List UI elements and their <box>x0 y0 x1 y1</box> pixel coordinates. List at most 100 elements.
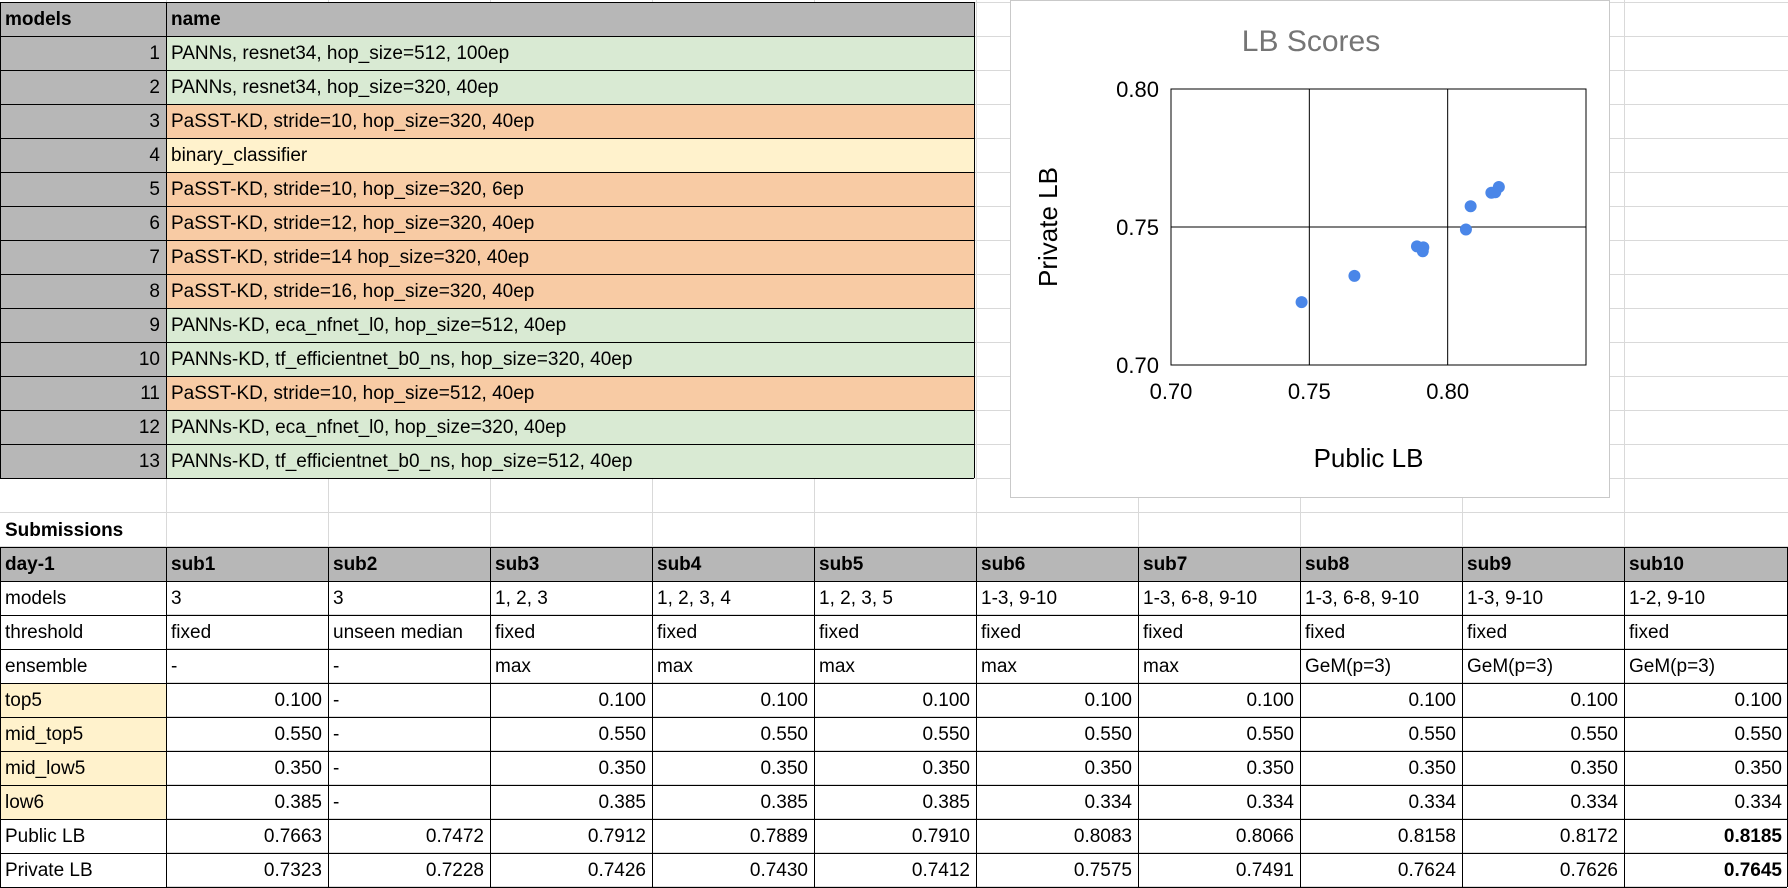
value-cell[interactable]: 0.385 <box>598 791 646 813</box>
value-cell[interactable]: 0.550 <box>1734 723 1782 745</box>
model-id-cell[interactable]: 12 <box>0 410 166 444</box>
value-cell[interactable]: 0.334 <box>1734 791 1782 813</box>
model-name-cell[interactable]: PANNs, resnet34, hop_size=320, 40ep <box>166 70 974 104</box>
model-name-cell[interactable]: PaSST-KD, stride=16, hop_size=320, 40ep <box>166 274 974 308</box>
value-cell[interactable]: 0.350 <box>274 757 322 779</box>
value-cell[interactable]: 0.7426 <box>587 859 646 881</box>
value-cell[interactable]: 3 <box>171 587 182 609</box>
row-label-cell[interactable]: low6 <box>0 785 166 819</box>
value-cell[interactable]: 0.334 <box>1246 791 1294 813</box>
model-name-cell[interactable]: PaSST-KD, stride=10, hop_size=320, 6ep <box>166 172 974 206</box>
value-cell[interactable]: 0.100 <box>1570 689 1618 711</box>
value-cell[interactable]: max <box>819 655 855 677</box>
value-cell[interactable]: fixed <box>657 621 698 643</box>
row-label-cell[interactable]: models <box>0 581 166 615</box>
value-cell[interactable]: 0.7228 <box>425 859 484 881</box>
value-cell[interactable]: max <box>981 655 1017 677</box>
value-cell[interactable]: 0.550 <box>760 723 808 745</box>
model-id-cell[interactable]: 10 <box>0 342 166 376</box>
row-label-cell[interactable]: ensemble <box>0 649 166 683</box>
sub-header-cell[interactable]: sub6 <box>976 547 1138 581</box>
value-cell[interactable]: 0.7430 <box>749 859 808 881</box>
model-id-cell[interactable]: 7 <box>0 240 166 274</box>
value-cell[interactable]: 0.350 <box>922 757 970 779</box>
value-cell[interactable]: 0.7491 <box>1235 859 1294 881</box>
value-cell[interactable]: fixed <box>819 621 860 643</box>
row-label-cell[interactable]: mid_top5 <box>0 717 166 751</box>
value-cell[interactable]: 0.7472 <box>425 825 484 847</box>
row-label-cell[interactable]: top5 <box>0 683 166 717</box>
value-cell[interactable]: - <box>333 655 340 677</box>
value-cell[interactable]: 1, 2, 3 <box>495 587 548 609</box>
value-cell[interactable]: fixed <box>495 621 536 643</box>
value-cell[interactable]: 0.550 <box>1246 723 1294 745</box>
sub-header-cell[interactable]: sub5 <box>814 547 976 581</box>
value-cell[interactable]: GeM(p=3) <box>1305 655 1392 677</box>
sub-header-cell[interactable]: sub7 <box>1138 547 1300 581</box>
row-label-cell[interactable]: mid_low5 <box>0 751 166 785</box>
models-header-cell[interactable]: models <box>0 2 166 36</box>
sub-header-cell[interactable]: sub2 <box>328 547 490 581</box>
value-cell[interactable]: 0.385 <box>760 791 808 813</box>
value-cell[interactable]: 1-2, 9-10 <box>1629 587 1706 609</box>
value-cell[interactable]: fixed <box>1305 621 1346 643</box>
sub-header-cell[interactable]: sub4 <box>652 547 814 581</box>
row-label-cell[interactable]: Private LB <box>0 853 166 887</box>
name-header-cell[interactable]: name <box>166 2 974 36</box>
model-id-cell[interactable]: 4 <box>0 138 166 172</box>
value-cell[interactable]: 0.7323 <box>263 859 322 881</box>
model-name-cell[interactable]: PaSST-KD, stride=14 hop_size=320, 40ep <box>166 240 974 274</box>
value-cell[interactable]: 0.100 <box>922 689 970 711</box>
value-cell[interactable]: 1-3, 9-10 <box>1467 587 1544 609</box>
model-name-cell[interactable]: PANNs-KD, eca_nfnet_l0, hop_size=320, 40… <box>166 410 974 444</box>
value-cell[interactable]: 3 <box>333 587 344 609</box>
value-cell[interactable]: 0.8066 <box>1235 825 1294 847</box>
value-cell[interactable]: 0.350 <box>1246 757 1294 779</box>
model-id-cell[interactable]: 9 <box>0 308 166 342</box>
value-cell[interactable]: 0.8158 <box>1397 825 1456 847</box>
value-cell[interactable]: 0.8172 <box>1559 825 1618 847</box>
value-cell[interactable]: 0.385 <box>922 791 970 813</box>
value-cell[interactable]: unseen median <box>333 621 463 643</box>
value-cell[interactable]: 0.385 <box>274 791 322 813</box>
value-cell[interactable]: - <box>333 791 340 813</box>
value-cell[interactable]: 0.350 <box>1734 757 1782 779</box>
value-cell[interactable]: 0.100 <box>760 689 808 711</box>
model-id-cell[interactable]: 8 <box>0 274 166 308</box>
lb-scores-chart[interactable]: LB Scores 0.70 0.75 0.80 0.70 0.75 0.80 Public … <box>1010 0 1610 498</box>
day-header-cell[interactable]: day-1 <box>0 547 166 581</box>
value-cell[interactable]: 0.550 <box>598 723 646 745</box>
value-cell[interactable]: 0.100 <box>598 689 646 711</box>
model-id-cell[interactable]: 11 <box>0 376 166 410</box>
model-id-cell[interactable]: 5 <box>0 172 166 206</box>
model-id-cell[interactable]: 1 <box>0 36 166 70</box>
value-cell[interactable]: max <box>1143 655 1179 677</box>
value-cell[interactable]: 1-3, 6-8, 9-10 <box>1143 587 1258 609</box>
model-name-cell[interactable]: PANNs, resnet34, hop_size=512, 100ep <box>166 36 974 70</box>
value-cell[interactable]: fixed <box>171 621 212 643</box>
value-cell[interactable]: 0.350 <box>760 757 808 779</box>
value-cell[interactable]: 0.100 <box>1084 689 1132 711</box>
value-cell[interactable]: 0.550 <box>922 723 970 745</box>
value-cell[interactable]: fixed <box>1143 621 1184 643</box>
value-cell[interactable]: - <box>333 723 340 745</box>
value-cell[interactable]: 0.7412 <box>911 859 970 881</box>
value-cell[interactable]: 1, 2, 3, 4 <box>657 587 731 609</box>
model-name-cell[interactable]: PaSST-KD, stride=10, hop_size=512, 40ep <box>166 376 974 410</box>
value-cell[interactable]: 0.550 <box>1408 723 1456 745</box>
model-id-cell[interactable]: 2 <box>0 70 166 104</box>
value-cell[interactable]: 0.7626 <box>1559 859 1618 881</box>
model-id-cell[interactable]: 6 <box>0 206 166 240</box>
value-cell[interactable]: 0.7889 <box>749 825 808 847</box>
model-id-cell[interactable]: 3 <box>0 104 166 138</box>
value-cell[interactable]: 0.550 <box>1570 723 1618 745</box>
value-cell[interactable]: fixed <box>1629 621 1670 643</box>
model-name-cell[interactable]: PANNs-KD, tf_efficientnet_b0_ns, hop_siz… <box>166 444 974 478</box>
sub-header-cell[interactable]: sub1 <box>166 547 328 581</box>
value-cell[interactable]: 0.334 <box>1084 791 1132 813</box>
value-cell[interactable]: 1, 2, 3, 5 <box>819 587 893 609</box>
value-cell[interactable]: 0.100 <box>274 689 322 711</box>
value-cell[interactable]: GeM(p=3) <box>1467 655 1554 677</box>
value-cell[interactable]: fixed <box>981 621 1022 643</box>
